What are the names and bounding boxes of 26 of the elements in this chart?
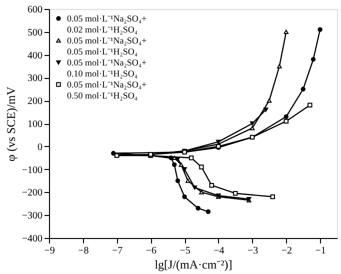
x-tick-label: −1: [315, 246, 326, 256]
y-tick-label: −400: [22, 234, 42, 244]
legend-label: 0.05 mol·L⁻¹Na₂SO₄+ 0.05 mol·L⁻¹H₂SO₄: [67, 36, 147, 56]
y-tick-label: 300: [28, 73, 42, 84]
legend-label: 0.05 mol·L⁻¹Na₂SO₄+ 0.02 mol·L⁻¹H₂SO₄: [67, 14, 147, 34]
legend-label: 0.05 mol·L⁻¹Na₂SO₄+ 0.50 mol·L⁻¹H₂SO₄: [67, 80, 147, 100]
legend-label: 0.05 mol·L⁻¹Na₂SO₄+ 0.10 mol·L⁻¹H₂SO₄: [67, 58, 147, 78]
x-tick-label: −2: [281, 246, 292, 256]
y-tick-label: −200: [22, 188, 42, 199]
y-axis-title: φ (vs SCE)/mV: [4, 86, 18, 162]
y-tick-label: 0: [38, 142, 42, 153]
x-tick-label: −6: [146, 246, 156, 256]
y-tick-label: 400: [28, 50, 42, 62]
x-tick-label: −7: [112, 246, 123, 256]
y-tick-label: 600: [28, 4, 42, 16]
x-axis-title: lg[J/(mA·cm⁻²)]: [154, 258, 232, 272]
y-tick-label: 500: [28, 27, 42, 38]
x-tick-label: −5: [180, 246, 190, 256]
y-tick-label: 100: [28, 119, 42, 130]
x-tick-label: −8: [78, 246, 89, 256]
x-tick-label: −9: [44, 246, 55, 256]
y-tick-label: −100: [22, 164, 42, 176]
y-tick-label: −300: [22, 210, 42, 222]
y-tick-label: 200: [28, 96, 42, 108]
x-tick-label: −3: [247, 246, 258, 256]
x-tick-label: −4: [214, 246, 224, 256]
